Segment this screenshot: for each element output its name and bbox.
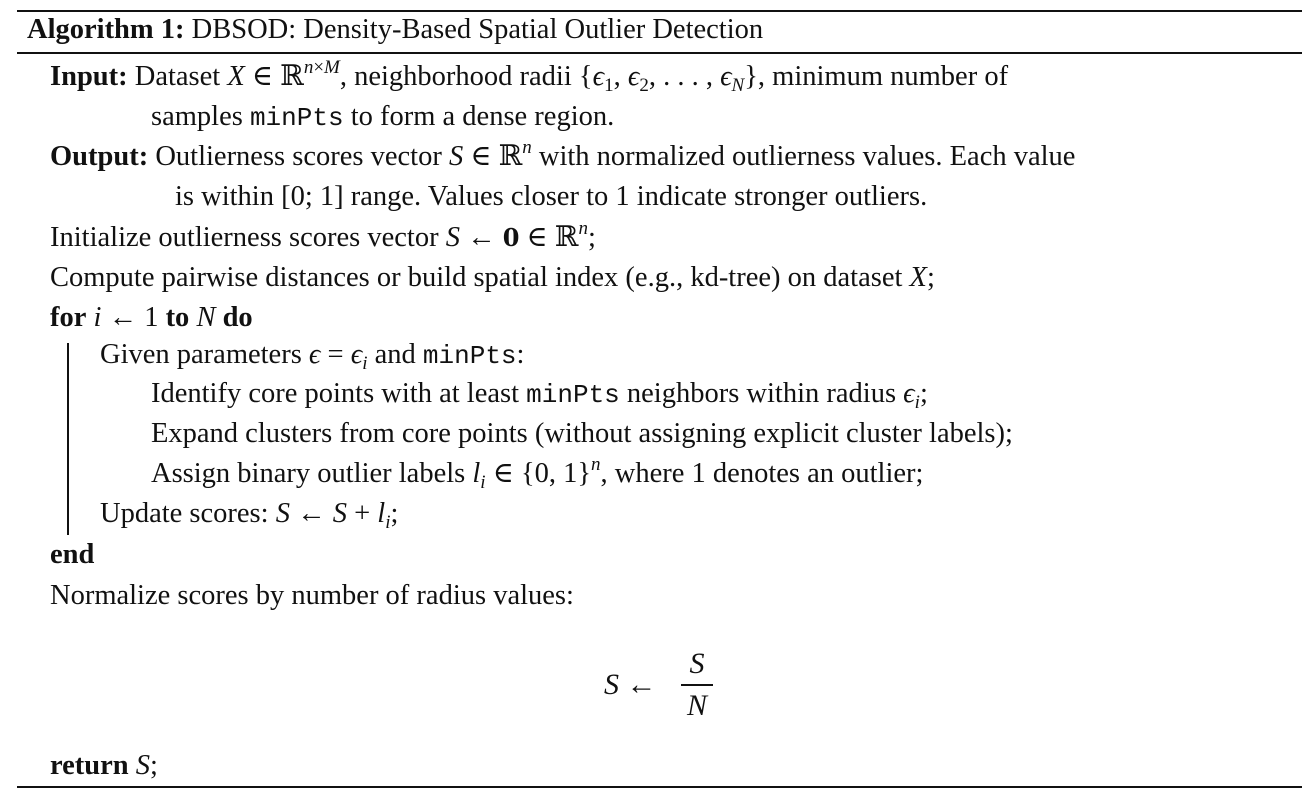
output-label: Output: bbox=[50, 141, 149, 172]
input-label: Input: bbox=[50, 61, 128, 92]
kw-do: do bbox=[222, 302, 253, 333]
code-minpts: minPts bbox=[249, 103, 344, 133]
kw-for: for bbox=[50, 302, 87, 333]
fraction-bar bbox=[681, 684, 713, 686]
step-compute: Compute pairwise distances or build spat… bbox=[50, 262, 935, 293]
header-rule bbox=[17, 52, 1302, 54]
math-s-in-rn: S bbox=[448, 141, 464, 172]
step-expand: Expand clusters from core points (withou… bbox=[151, 418, 1013, 449]
step-identify: Identify core points with at least minPt… bbox=[151, 378, 928, 413]
kw-end: end bbox=[50, 539, 95, 570]
algorithm-label: Algorithm 1: bbox=[27, 14, 185, 45]
kw-return: return bbox=[50, 750, 129, 781]
equation-fraction: S N bbox=[681, 648, 713, 722]
input-line-1: Input: Dataset X ∈ ℝn×M, neighborhood ra… bbox=[50, 57, 1009, 96]
algorithm-title: DBSOD: Density-Based Spatial Outlier Det… bbox=[191, 14, 764, 45]
algorithm-header: Algorithm 1: DBSOD: Density-Based Spatia… bbox=[27, 12, 763, 48]
equation-lhs: S ← bbox=[604, 668, 657, 701]
step-update: Update scores: S ← S + li; bbox=[100, 498, 399, 533]
fraction-numerator: S bbox=[689, 647, 705, 680]
bottom-rule bbox=[17, 786, 1302, 788]
step-assign: Assign binary outlier labels li ∈ {0, 1}… bbox=[151, 454, 924, 493]
kw-to: to bbox=[165, 302, 190, 333]
step-initialize: Initialize outlierness scores vector S ←… bbox=[50, 218, 596, 253]
step-normalize: Normalize scores by number of radius val… bbox=[50, 580, 574, 611]
output-line-2: is within [0; 1] range. Values closer to… bbox=[175, 181, 928, 212]
input-line-2: samples minPts to form a dense region. bbox=[151, 101, 615, 133]
math-range: [0; 1] bbox=[281, 181, 344, 212]
step-end: end bbox=[50, 537, 94, 573]
math-radii: {ϵ1, ϵ2, . . . , ϵN} bbox=[578, 61, 758, 96]
fraction-denominator: N bbox=[686, 688, 707, 722]
step-return: return S; bbox=[50, 750, 158, 781]
step-given: Given parameters ϵ = ϵi and minPts: bbox=[100, 339, 525, 374]
math-x-in-r: X bbox=[227, 61, 245, 92]
step-for: for i ← 1 to N do bbox=[50, 302, 253, 333]
output-line-1: Output: Outlierness scores vector S ∈ ℝn… bbox=[50, 137, 1076, 172]
loop-indent-bar bbox=[67, 343, 69, 535]
top-rule bbox=[17, 10, 1302, 12]
